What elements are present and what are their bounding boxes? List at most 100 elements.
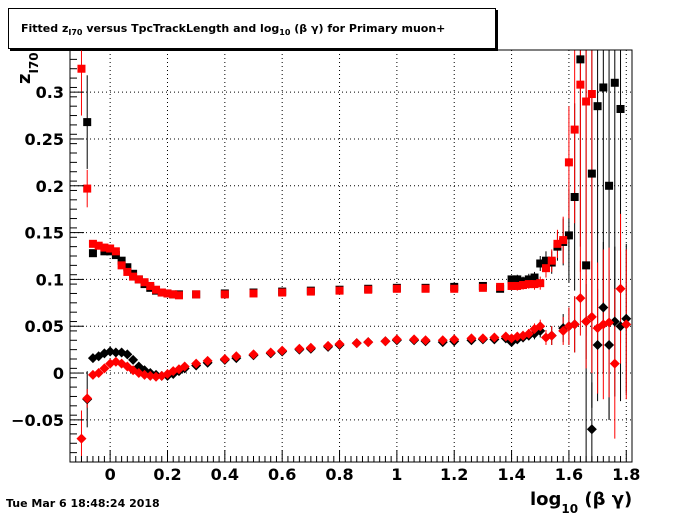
data-point <box>277 345 288 356</box>
y-axis-label: zI70 <box>14 52 41 84</box>
plot-frame <box>69 49 633 463</box>
data-point <box>541 264 550 273</box>
data-point <box>558 325 569 336</box>
x-tick-label: 0.6 <box>268 465 296 484</box>
data-point <box>305 342 316 353</box>
data-point <box>323 340 334 351</box>
data-point <box>117 261 126 270</box>
data-point <box>570 193 579 202</box>
axis-ticks <box>69 49 633 463</box>
x-tick-label: 0 <box>105 465 116 484</box>
data-point <box>513 281 522 290</box>
data-point <box>83 118 92 127</box>
x-tick-label: 1.8 <box>612 465 640 484</box>
data-point <box>421 284 430 293</box>
data-point <box>450 284 459 293</box>
data-point <box>535 321 546 332</box>
data-point <box>593 102 602 111</box>
data-point <box>265 347 276 358</box>
x-axis-label: log10 (β γ) <box>530 489 632 514</box>
data-point <box>513 275 522 284</box>
y-tick-label: 0.2 <box>36 177 64 196</box>
data-point <box>202 355 213 366</box>
data-point <box>519 281 528 290</box>
data-point <box>249 289 258 298</box>
datestamp: Tue Mar 6 18:48:24 2018 <box>6 497 160 510</box>
x-tick-labels: 0 0.2 0.4 0.6 0.8 1 1.2 1.4 1.6 1.8 <box>105 465 641 484</box>
data-point <box>174 291 183 300</box>
data-point <box>621 319 632 330</box>
error-bars <box>80 50 627 462</box>
data-point <box>117 256 126 265</box>
data-point <box>587 169 596 178</box>
data-point <box>83 184 92 193</box>
data-point <box>106 244 115 253</box>
data-point <box>524 280 533 289</box>
data-point <box>466 333 477 344</box>
x-tick-label: 1.2 <box>440 465 468 484</box>
data-point <box>77 64 86 73</box>
y-tick-label: 0 <box>53 364 64 383</box>
data-point <box>581 316 592 327</box>
data-point <box>278 288 287 297</box>
data-point <box>605 181 614 190</box>
data-point <box>615 283 626 294</box>
y-tick-labels: −0.05 0 0.05 0.1 0.15 0.2 0.25 0.3 <box>11 83 64 430</box>
data-point <box>576 80 585 89</box>
data-point <box>191 358 202 369</box>
y-tick-label: −0.05 <box>11 411 64 430</box>
data-point <box>587 90 596 99</box>
data-point <box>363 337 374 348</box>
data-point <box>152 285 161 294</box>
data-point <box>76 433 87 444</box>
y-tick-label: 0.1 <box>36 270 64 289</box>
data-point <box>547 256 556 265</box>
data-point <box>592 339 603 350</box>
data-point <box>559 236 568 245</box>
data-point <box>129 272 138 281</box>
data-point <box>586 311 597 322</box>
data-point <box>507 275 516 284</box>
data-point <box>100 243 109 252</box>
y-tick-label: 0.15 <box>25 224 64 243</box>
data-point <box>564 231 573 240</box>
data-point <box>621 313 632 324</box>
grid-lines <box>70 50 632 462</box>
data-point <box>553 239 562 248</box>
data-point <box>306 287 315 296</box>
data-point <box>420 335 431 346</box>
data-point <box>477 333 488 344</box>
data-point <box>364 285 373 294</box>
data-point <box>582 97 591 106</box>
data-point <box>380 336 391 347</box>
data-point <box>294 343 305 354</box>
data-point <box>599 83 608 92</box>
data-point <box>122 349 133 360</box>
data-point <box>449 334 460 345</box>
chart-title-box: Fitted zI70 versus TpcTrackLength and lo… <box>8 8 496 49</box>
data-point <box>146 281 155 290</box>
data-point <box>575 293 586 304</box>
data-point <box>82 393 93 404</box>
data-point <box>576 55 585 64</box>
y-tick-label: 0.25 <box>25 130 64 149</box>
data-point <box>478 283 487 292</box>
data-point <box>604 339 615 350</box>
x-tick-label: 0.2 <box>153 465 181 484</box>
data-point <box>437 335 448 346</box>
data-point <box>586 424 597 435</box>
data-point <box>219 354 230 364</box>
data-point <box>523 328 534 339</box>
data-point <box>536 279 545 288</box>
data-point <box>546 330 557 341</box>
data-point <box>231 351 242 362</box>
data-point <box>220 290 229 299</box>
data-point <box>604 317 615 328</box>
data-point <box>351 338 362 349</box>
y-tick-label: 0.05 <box>25 317 64 336</box>
data-point <box>570 125 579 134</box>
data-markers <box>76 55 632 444</box>
data-point <box>569 319 580 330</box>
data-point <box>564 158 573 167</box>
